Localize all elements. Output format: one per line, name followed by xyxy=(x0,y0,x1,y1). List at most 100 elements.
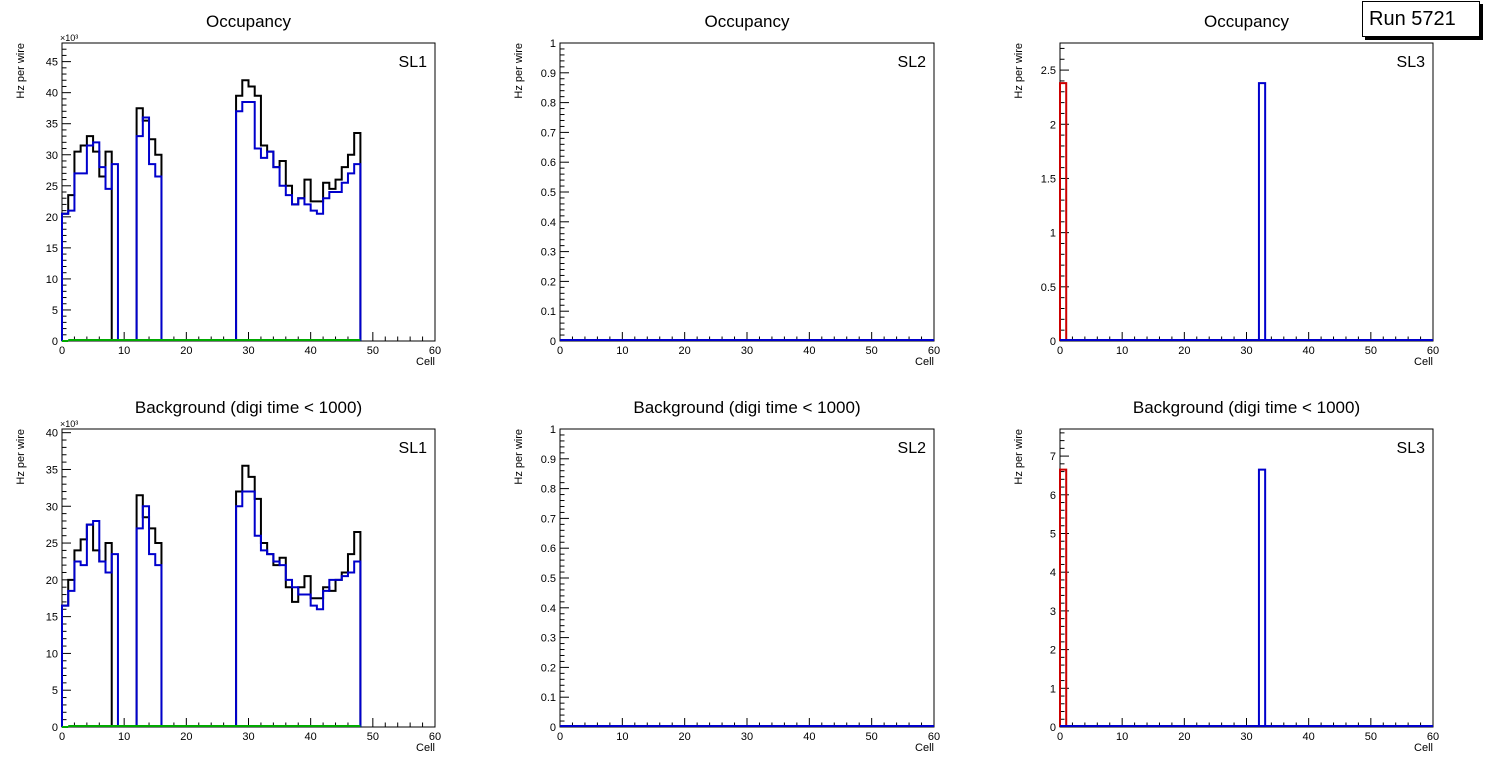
y-tick-label: 0.4 xyxy=(541,217,556,229)
x-axis-label: Cell xyxy=(416,742,435,754)
y-tick-label: 0.7 xyxy=(541,513,556,525)
x-tick-label: 40 xyxy=(305,345,317,357)
x-tick-label: 30 xyxy=(1240,731,1252,743)
series-2 xyxy=(61,490,362,727)
x-tick-label: 30 xyxy=(1240,345,1252,357)
x-tick-label: 40 xyxy=(1303,345,1315,357)
x-tick-label: 0 xyxy=(1057,731,1063,743)
x-tick-label: 50 xyxy=(1365,731,1377,743)
series-2 xyxy=(1060,82,1433,341)
chart-title: Occupancy xyxy=(704,12,790,31)
y-tick-label: 0.1 xyxy=(541,692,556,704)
y-tick-label: 0.6 xyxy=(541,157,556,169)
y-tick-label: 5 xyxy=(52,685,58,697)
y-tick-label: 45 xyxy=(46,57,58,69)
x-tick-label: 30 xyxy=(242,345,254,357)
x-tick-label: 60 xyxy=(429,345,441,357)
y-tick-label: 1 xyxy=(550,38,556,50)
histogram-step xyxy=(1257,468,1267,727)
plot-frame xyxy=(559,42,935,342)
y-tick-label: 0.1 xyxy=(541,306,556,318)
panel-label: SL1 xyxy=(399,440,428,457)
y-tick-label: 2.5 xyxy=(1041,65,1056,77)
y-tick-label: 10 xyxy=(46,648,58,660)
x-tick-label: 50 xyxy=(866,345,878,357)
y-tick-label: 0.2 xyxy=(541,276,556,288)
y-tick-label: 0 xyxy=(1050,336,1056,348)
y-tick-label: 30 xyxy=(46,150,58,162)
panel-label: SL2 xyxy=(898,440,927,457)
x-tick-label: 30 xyxy=(741,345,753,357)
x-tick-label: 50 xyxy=(866,731,878,743)
y-tick-label: 30 xyxy=(46,501,58,513)
x-tick-label: 60 xyxy=(928,731,940,743)
y-tick-label: 0 xyxy=(550,336,556,348)
histogram-step xyxy=(135,505,163,727)
x-tick-label: 60 xyxy=(928,345,940,357)
x-tick-label: 10 xyxy=(1116,345,1128,357)
y-tick-label: 20 xyxy=(46,575,58,587)
x-tick-label: 50 xyxy=(367,731,379,743)
y-tick-label: 0 xyxy=(52,336,58,348)
y-tick-label: 0.6 xyxy=(541,543,556,555)
y-tick-label: 0.4 xyxy=(541,603,556,615)
y-tick-label: 3 xyxy=(1050,606,1056,618)
series-3 xyxy=(62,725,361,728)
x-tick-label: 40 xyxy=(803,731,815,743)
y-tick-label: 25 xyxy=(46,181,58,193)
y-tick-label: 1 xyxy=(550,424,556,436)
histogram-step xyxy=(61,519,119,727)
x-tick-label: 20 xyxy=(180,731,192,743)
histogram-step xyxy=(61,141,119,341)
y-axis-label: Hz per wire xyxy=(1013,43,1025,99)
y-tick-label: 0.5 xyxy=(541,187,556,199)
y-tick-label: 0.7 xyxy=(541,127,556,139)
y-tick-label: 20 xyxy=(46,212,58,224)
y-tick-label: 0.9 xyxy=(541,454,556,466)
x-tick-label: 0 xyxy=(557,731,563,743)
y-tick-label: 15 xyxy=(46,612,58,624)
x-axis-label: Cell xyxy=(915,356,934,368)
y-tick-label: 1 xyxy=(1050,228,1056,240)
x-tick-label: 60 xyxy=(429,731,441,743)
x-tick-label: 20 xyxy=(1178,345,1190,357)
x-tick-label: 20 xyxy=(1178,731,1190,743)
histogram-step xyxy=(1059,468,1068,727)
y-exponent-label: ×10³ xyxy=(60,419,78,429)
x-tick-label: 60 xyxy=(1427,345,1439,357)
series-1 xyxy=(1059,468,1068,727)
y-tick-label: 0 xyxy=(550,722,556,734)
y-tick-label: 0 xyxy=(1050,722,1056,734)
plot-frame xyxy=(1059,42,1434,342)
y-tick-label: 25 xyxy=(46,538,58,550)
chart-title: Occupancy xyxy=(206,12,292,31)
y-exponent-label: ×10³ xyxy=(60,33,78,43)
y-tick-label: 40 xyxy=(46,428,58,440)
plot-frame xyxy=(559,428,935,728)
panel-label: SL3 xyxy=(1397,54,1426,71)
x-tick-label: 20 xyxy=(679,731,691,743)
y-tick-label: 6 xyxy=(1050,490,1056,502)
y-tick-label: 0.8 xyxy=(541,484,556,496)
x-tick-label: 50 xyxy=(367,345,379,357)
x-tick-label: 40 xyxy=(803,345,815,357)
x-tick-label: 0 xyxy=(557,345,563,357)
y-tick-label: 5 xyxy=(1050,528,1056,540)
y-tick-label: 35 xyxy=(46,464,58,476)
x-tick-label: 20 xyxy=(679,345,691,357)
chart-title: Background (digi time < 1000) xyxy=(633,398,860,417)
x-tick-label: 0 xyxy=(1057,345,1063,357)
y-tick-label: 0.3 xyxy=(541,247,556,259)
chart-title: Occupancy xyxy=(1204,12,1290,31)
x-tick-label: 0 xyxy=(59,731,65,743)
plot-frame xyxy=(1059,428,1434,728)
x-tick-label: 10 xyxy=(118,345,130,357)
x-tick-label: 20 xyxy=(180,345,192,357)
series-2 xyxy=(1060,468,1433,727)
y-tick-label: 10 xyxy=(46,274,58,286)
y-tick-label: 0.8 xyxy=(541,98,556,110)
